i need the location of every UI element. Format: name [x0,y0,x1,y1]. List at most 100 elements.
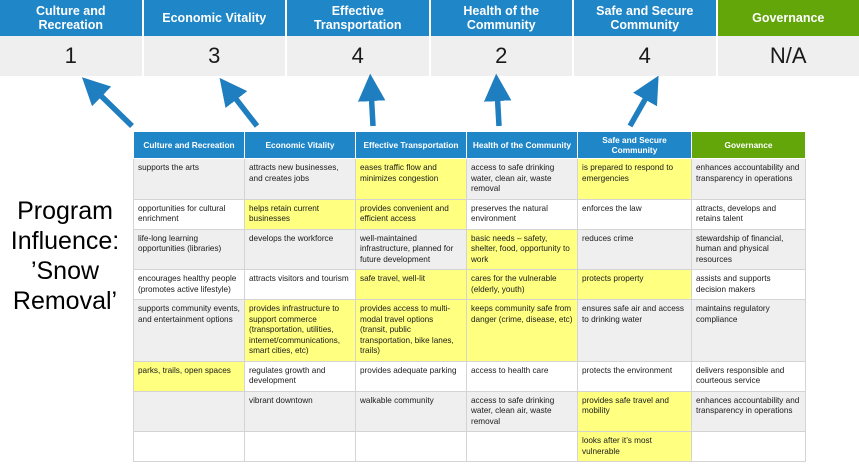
matrix-cell-r2-c1: develops the workforce [244,228,356,270]
matrix-cell-r7-c2 [355,431,467,462]
matrix-cell-text: supports the arts [138,163,199,172]
matrix-header-cell-5: Governance [691,131,806,159]
banner-value-label: 4 [351,43,364,68]
matrix-cell-r6-c4: provides safe travel and mobility [577,390,692,432]
matrix-cell-text: looks after it’s most vulnerable [582,436,652,456]
matrix-header-tr: Culture and Recreation Economic Vitality E… [133,131,806,159]
banner-value-5: N/A [717,36,859,76]
matrix-cell-text: life-long learning opportunities (librar… [138,233,222,254]
matrix-cell-r2-c2: well-maintained infrastructure, planned … [355,228,467,270]
influence-matrix-table: Culture and Recreation Economic Vitality E… [133,131,806,462]
banner-value-row: 1 3 4 2 4 N/A [0,36,859,76]
matrix-cell-r0-c3: access to safe drinking water, clean air… [466,158,578,200]
matrix-header-label: Governance [724,140,773,150]
matrix-cell-text: stewardship of financial, human and phys… [696,233,784,264]
program-influence-caption: Program Influence: ’Snow Removal’ [2,196,128,316]
matrix-cell-r7-c1 [244,431,356,462]
matrix-cell-r4-c5: maintains regulatory compliance [691,299,806,362]
matrix-cell-r6-c2: walkable community [355,390,467,432]
matrix-cell-text: safe travel, well-lit [360,274,426,283]
matrix-cell-r7-c4: looks after it’s most vulnerable [577,431,692,462]
banner-value-1: 3 [143,36,287,76]
banner-header-label: Culture and Recreation [36,4,106,32]
arrow-culture-and-recreation [81,77,134,128]
matrix-cell-text: delivers responsible and courteous servi… [696,365,785,386]
matrix-cell-text: reduces crime [582,233,634,243]
banner-header-label: Effective Transportation [313,4,402,32]
matrix-cell-r1-c3: preserves the natural environment [466,198,578,230]
matrix-cell-text: cares for the vulnerable (elderly, youth… [471,274,557,294]
matrix-cell-r7-c0 [133,431,245,462]
matrix-cell-text: vibrant downtown [249,395,313,405]
matrix-header-cell-2: Effective Transportation [355,131,467,159]
banner-header-label: Governance [752,11,825,25]
matrix-cell-text: enhances accountability and transparency… [696,163,800,183]
matrix-cell-text: parks, trails, open spaces [138,365,231,375]
matrix-cell-r3-c0: encourages healthy people (promotes acti… [133,269,245,300]
caption-line-3: ’Snow [30,257,100,285]
matrix-cell-text: protects property [582,274,644,283]
matrix-cell-text: helps retain current businesses [249,203,320,224]
matrix-cell-text: walkable community [360,395,434,405]
matrix-cell-r5-c4: protects the environment [577,360,692,392]
arrow-effective-transportation [357,73,386,127]
table-row: looks after it’s most vulnerable [133,431,806,462]
matrix-body: supports the arts attracts new businesses… [133,158,806,462]
banner-value-label: 1 [64,43,77,68]
matrix-cell-r2-c0: life-long learning opportunities (librar… [133,228,245,270]
arrow-economic-vitality [219,77,260,128]
table-row: opportunities for cultural enrichment hel… [133,198,806,230]
matrix-cell-r6-c5: enhances accountability and transparency… [691,390,806,432]
matrix-cell-r1-c0: opportunities for cultural enrichment [133,198,245,230]
matrix-cell-text: provides convenient and efficient access [360,203,449,224]
banner-value-label: 2 [495,43,508,68]
caption-line-1: Program [17,197,113,225]
banner-value-4: 4 [574,36,718,76]
matrix-cell-text: preserves the natural environment [471,203,548,224]
matrix-cell-r3-c5: assists and supports decision makers [691,269,806,300]
banner-header-0: Culture and Recreation [0,0,144,36]
banner-header-label: Safe and Secure Community [596,4,694,32]
matrix-cell-text: enhances accountability and transparency… [696,395,800,416]
matrix-cell-text: attracts, develops and retains talent [696,203,777,224]
table-row: parks, trails, open spaces regulates grow… [133,360,806,392]
matrix-cell-r5-c5: delivers responsible and courteous servi… [691,360,806,392]
matrix-cell-text: provides access to multi-modal travel op… [360,304,454,355]
matrix-cell-r3-c2: safe travel, well-lit [355,269,467,300]
matrix-cell-text: supports community events, and entertain… [138,304,240,324]
matrix-cell-r3-c1: attracts visitors and tourism [244,269,356,300]
matrix-cell-r4-c1: provides infrastructure to support comme… [244,299,356,362]
matrix-cell-text: access to safe drinking water, clean air… [471,395,555,426]
banner-value-3: 2 [430,36,574,76]
matrix-cell-r1-c1: helps retain current businesses [244,198,356,230]
matrix-cell-text: provides infrastructure to support comme… [249,304,341,355]
matrix-cell-text: develops the workforce [249,233,334,243]
matrix-cell-r2-c4: reduces crime [577,228,692,270]
banner-header-1: Economic Vitality [143,0,287,36]
matrix-cell-r6-c3: access to safe drinking water, clean air… [466,390,578,432]
banner-header-label: Health of the Community [463,4,540,32]
matrix-header-cell-0: Culture and Recreation [133,131,245,159]
banner-value-0: 1 [0,36,144,76]
banner-header-4: Safe and Secure Community [574,0,718,36]
matrix-header-label: Culture and Recreation [143,140,235,150]
matrix-cell-text: eases traffic flow and minimizes congest… [360,163,439,183]
matrix-header-label: Safe and Secure Community [602,135,667,155]
matrix-cell-text: attracts new businesses, and creates job… [249,163,339,183]
matrix-cell-r7-c5 [691,431,806,462]
banner-value-label: 4 [638,43,651,68]
matrix-cell-text: access to safe drinking water, clean air… [471,163,555,193]
arrow-group [81,73,659,128]
banner-header-label: Economic Vitality [162,11,267,25]
matrix-cell-text: keeps community safe from danger (crime,… [471,304,573,324]
matrix-cell-r0-c4: is prepared to respond to emergencies [577,158,692,200]
banner-value-2: 4 [287,36,431,76]
matrix-cell-r5-c3: access to health care [466,360,578,392]
matrix-cell-r4-c2: provides access to multi-modal travel op… [355,299,467,362]
arrow-health-of-the-community [483,73,512,127]
matrix-cell-r2-c5: stewardship of financial, human and phys… [691,228,806,270]
scorecard-banner: Culture and Recreation Economic Vitality E… [0,0,859,76]
table-row: encourages healthy people (promotes acti… [133,269,806,300]
matrix-cell-r2-c3: basic needs – safety, shelter, food, opp… [466,228,578,270]
matrix-cell-r5-c1: regulates growth and development [244,360,356,392]
